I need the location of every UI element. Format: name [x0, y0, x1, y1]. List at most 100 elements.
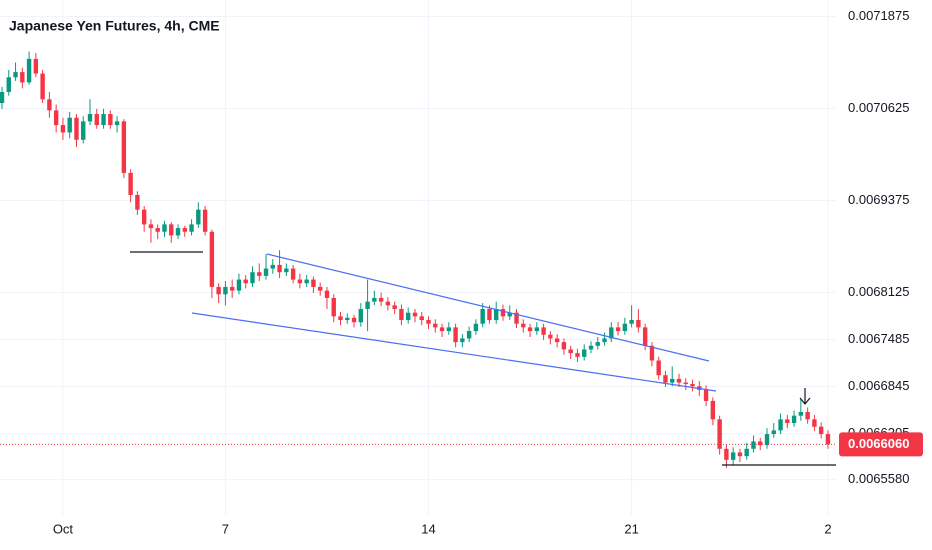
candle-body: [500, 309, 506, 317]
candle-body: [60, 125, 66, 133]
x-tick-label: 21: [624, 521, 638, 536]
arrow-marker: [799, 388, 811, 405]
candle-body: [575, 353, 580, 357]
candle-body: [13, 72, 18, 78]
candle-body: [351, 317, 357, 323]
y-tick-label: 0.0065580: [848, 471, 909, 486]
y-tick-label: 0.0070625: [848, 100, 909, 115]
candle-body: [609, 327, 614, 339]
candle-body: [399, 309, 404, 321]
y-tick-label: 0.0068125: [848, 284, 909, 299]
candle-body: [561, 342, 567, 350]
wedge-upper-line: [266, 253, 710, 362]
candle-body: [426, 320, 431, 324]
candle-body: [629, 320, 634, 324]
candle-body: [690, 384, 695, 387]
candle-body: [554, 338, 560, 343]
candle-body: [676, 378, 682, 383]
candle-body: [683, 382, 688, 385]
candle-body: [358, 309, 364, 323]
candle-body: [778, 419, 783, 431]
candle-body: [636, 320, 641, 328]
candle-body: [487, 309, 492, 321]
candle-body: [791, 415, 797, 424]
candle-body: [162, 224, 167, 232]
candle-body: [372, 297, 377, 302]
candle-body: [250, 272, 255, 284]
candle-body: [257, 272, 262, 276]
chart-title: Japanese Yen Futures, 4h, CME: [9, 18, 220, 34]
candle-body: [433, 323, 438, 328]
candle-body: [453, 327, 458, 343]
candle-body: [737, 452, 743, 457]
candle-body: [507, 312, 512, 317]
candle-body: [642, 327, 648, 346]
candle-body: [466, 331, 472, 339]
candle-body: [47, 99, 52, 111]
candle-body: [703, 389, 709, 401]
last-price-label: 0.0066060: [848, 436, 909, 451]
candle-body: [717, 419, 722, 449]
y-tick-label: 0.0071875: [848, 8, 909, 23]
candle-body: [40, 73, 45, 100]
candle-body: [324, 290, 330, 298]
candle-body: [81, 121, 86, 140]
candle-body: [53, 110, 59, 126]
candle-body: [473, 323, 479, 332]
candle-body: [155, 228, 160, 232]
candle-body: [548, 334, 553, 339]
candle-body: [277, 264, 282, 273]
candle-body: [121, 121, 127, 173]
candle-body: [812, 419, 817, 427]
last-price-badge: [839, 432, 923, 457]
candle-body: [169, 224, 174, 236]
candle-body: [568, 349, 573, 354]
candle-body: [602, 338, 607, 343]
candle-body: [263, 268, 269, 276]
candle-body: [460, 338, 465, 343]
candle-body: [243, 279, 248, 284]
candle-body: [317, 286, 323, 291]
candle-body: [439, 327, 445, 332]
candle-body: [297, 279, 303, 284]
candle-body: [785, 419, 790, 424]
candle-body: [229, 286, 235, 291]
candle-body: [710, 400, 716, 420]
candle-body: [148, 224, 154, 229]
candle-body: [744, 448, 749, 457]
candle-body: [338, 316, 343, 321]
candle-body: [94, 114, 99, 126]
candle-body: [818, 426, 824, 435]
x-tick-label: 14: [421, 521, 435, 536]
candle-body: [365, 301, 370, 309]
candle-body: [724, 448, 729, 460]
candle-body: [196, 209, 201, 225]
candle-body: [764, 434, 770, 446]
candle-body: [26, 58, 32, 83]
candle-body: [406, 312, 411, 321]
candle-body: [758, 441, 763, 446]
candle-body: [521, 323, 526, 328]
wedge-lower-line: [191, 312, 717, 392]
candle-body: [236, 279, 242, 291]
candle-body: [412, 312, 418, 317]
y-tick-label: 0.0069375: [848, 192, 909, 207]
candle-body: [385, 301, 391, 306]
candle-body: [0, 91, 5, 103]
candle-body: [87, 114, 93, 122]
candle-body: [588, 345, 594, 350]
candle-body: [101, 114, 106, 126]
candle-body: [670, 378, 675, 383]
x-tick-label: 2: [824, 521, 831, 536]
candle-body: [656, 360, 661, 376]
candle-body: [527, 327, 533, 332]
candles: [0, 51, 831, 468]
candle-body: [182, 228, 187, 232]
candle-body: [446, 327, 452, 332]
candle-body: [730, 452, 736, 460]
candle-body: [494, 309, 499, 321]
candle-body: [595, 342, 600, 346]
candle-body: [223, 286, 228, 295]
